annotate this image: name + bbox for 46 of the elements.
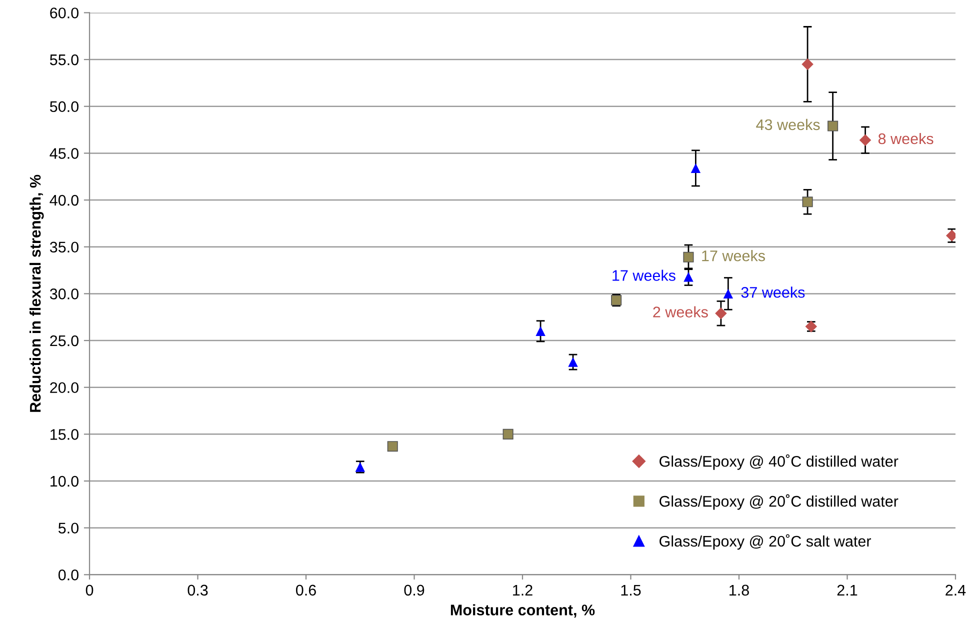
annotation: 37 weeks [741, 286, 805, 298]
point [536, 326, 546, 336]
point [690, 163, 701, 174]
x-tick-label: 0.9 [404, 584, 424, 596]
y-tick-label: 50.0 [50, 101, 79, 112]
x-tick-label: 1.2 [513, 584, 532, 596]
y-tick-label: 25.0 [50, 335, 79, 346]
point [502, 428, 514, 440]
x-tick-label: 2.1 [837, 584, 858, 596]
annotation: 43 weeks [756, 118, 820, 130]
y-tick-label: 55.0 [50, 54, 79, 66]
point [715, 307, 727, 320]
y-tick-label: 15.0 [50, 429, 79, 440]
point [859, 134, 872, 146]
legend-label: Glass/Epoxy @ 20˚C salt water [660, 534, 872, 550]
point [568, 357, 578, 367]
point [828, 120, 838, 132]
y-tick-label: 35.0 [50, 242, 79, 253]
y-tick-label: 20.0 [50, 382, 79, 394]
x-tick-label: 0.3 [188, 584, 208, 596]
annotation: 17 weeks [612, 270, 676, 281]
point [802, 196, 813, 208]
annotation: 2 weeks [653, 306, 708, 318]
y-axis-title: Reduction in flexural strength, % [30, 174, 44, 412]
legend-label: Glass/Epoxy @ 40˚C distilled water [660, 454, 898, 470]
y-tick-label: 40.0 [50, 194, 79, 206]
legend-label: Glass/Epoxy @ 20˚C distilled water [660, 494, 898, 510]
y-tick-label: 60.0 [50, 8, 79, 18]
point [684, 272, 694, 282]
y-tick-label: 10.0 [50, 476, 79, 487]
point [683, 252, 694, 262]
point [387, 441, 398, 452]
annotation: 8 weeks [878, 132, 934, 144]
x-tick-label: 2.4 [946, 584, 966, 596]
annotation: 17 weeks [702, 250, 765, 262]
y-tick-label: 5.0 [58, 522, 79, 534]
x-tick-label: 1.5 [621, 584, 641, 596]
y-tick-label: 30.0 [50, 288, 79, 300]
y-tick-label: 0.0 [58, 570, 79, 580]
y-tick-label: 45.0 [50, 148, 79, 159]
x-axis-title: Moisture content, % [450, 604, 595, 618]
x-tick-label: 0.6 [296, 584, 316, 596]
x-tick-label: 0 [86, 584, 94, 596]
point [723, 288, 734, 299]
point [802, 58, 814, 70]
x-tick-label: 1.8 [730, 584, 749, 596]
